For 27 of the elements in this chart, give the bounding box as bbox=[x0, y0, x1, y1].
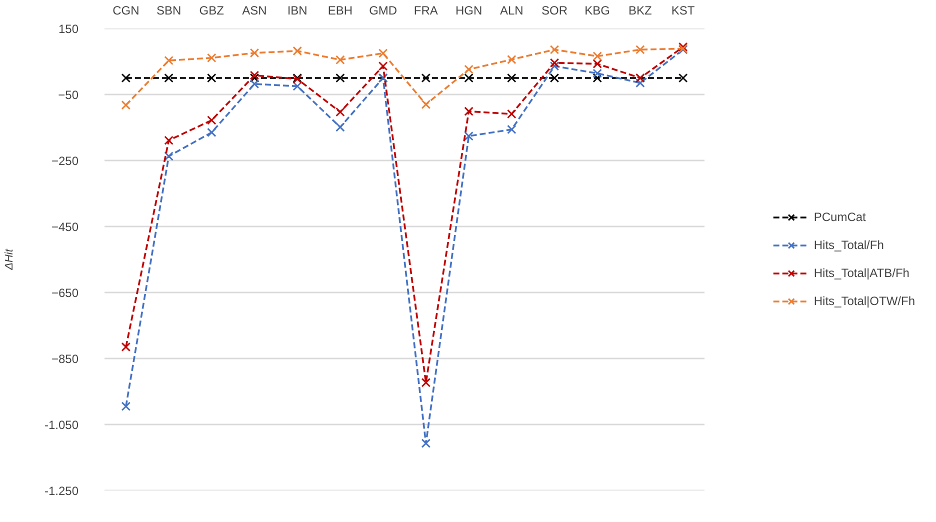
x-tick-label: SBN bbox=[156, 4, 182, 18]
x-tick-label: HGN bbox=[455, 4, 482, 18]
x-tick-label: BKZ bbox=[628, 4, 652, 18]
x-tick-label: IBN bbox=[287, 4, 308, 18]
y-tick-label: −50 bbox=[58, 88, 79, 102]
x-tick-label: EBH bbox=[328, 4, 353, 18]
y-axis-title: ΔHit bbox=[3, 248, 16, 271]
x-tick-label: FRA bbox=[414, 4, 438, 18]
legend-label: Hits_Total|ATB/Fh bbox=[814, 266, 910, 280]
x-tick-label: ALN bbox=[500, 4, 524, 18]
legend-label: Hits_Total/Fh bbox=[814, 238, 884, 252]
x-tick-label: SOR bbox=[542, 4, 568, 18]
y-tick-label: -1.050 bbox=[44, 418, 79, 432]
x-tick-label: GMD bbox=[369, 4, 398, 18]
y-tick-label: 150 bbox=[58, 22, 79, 36]
y-tick-label: −450 bbox=[51, 220, 79, 234]
x-tick-label: ASN bbox=[242, 4, 267, 18]
y-tick-label: -1.250 bbox=[44, 484, 79, 498]
x-tick-label: KST bbox=[671, 4, 696, 18]
x-tick-label: KBG bbox=[584, 4, 610, 18]
y-tick-label: −650 bbox=[51, 286, 79, 300]
x-tick-label: CGN bbox=[112, 4, 140, 18]
y-tick-label: −250 bbox=[51, 154, 79, 168]
y-tick-label: −850 bbox=[51, 352, 79, 366]
x-tick-label: GBZ bbox=[199, 4, 224, 18]
legend-label: PCumCat bbox=[814, 210, 866, 224]
legend-label: Hits_Total|OTW/Fh bbox=[814, 294, 915, 308]
